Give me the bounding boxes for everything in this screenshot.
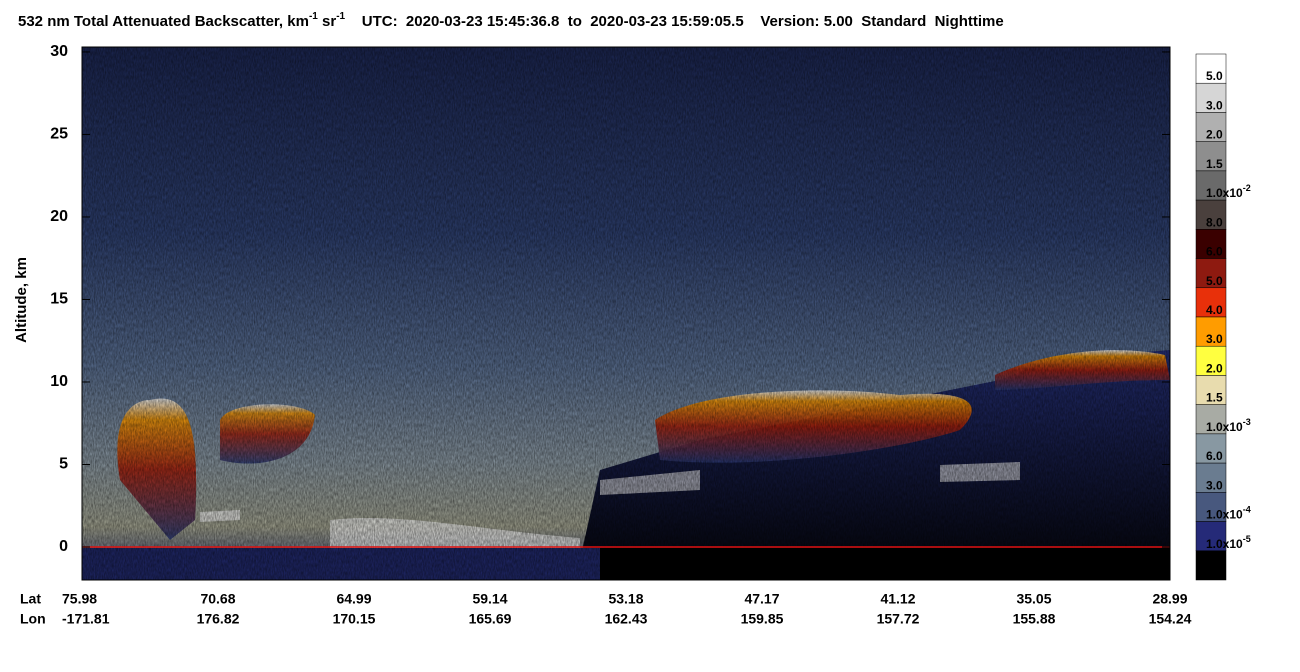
x-tick-label: 176.82 [197, 611, 240, 627]
colorbar-swatch [1195, 199, 1227, 230]
x-tick-label: 28.99 [1152, 591, 1187, 607]
colorbar-swatch [1195, 170, 1227, 201]
x-row-name: Lon [20, 611, 46, 627]
colorbar-swatch [1195, 82, 1227, 113]
colorbar-label-text: 4.0 [1206, 303, 1223, 317]
colorbar-label-exp: -4 [1243, 505, 1251, 515]
colorbar-label-text: 3.0 [1206, 479, 1223, 493]
title: 532 nm Total Attenuated Backscatter, km-… [18, 11, 1004, 30]
x-tick-label: 162.43 [605, 611, 648, 627]
curtain-image [82, 47, 1170, 580]
x-tick-label: -171.81 [62, 611, 110, 627]
x-tick-label: 159.85 [741, 611, 784, 627]
colorbar-swatch [1195, 258, 1227, 289]
colorbar-label-text: 5.0 [1206, 274, 1223, 288]
x-tick-label: 154.24 [1149, 611, 1192, 627]
x-tick-label: 70.68 [200, 591, 235, 607]
colorbar-label-text: 2.0 [1206, 362, 1223, 376]
colorbar-label: 6.0 [1206, 245, 1223, 259]
colorbar-label-exp: -5 [1243, 534, 1251, 544]
x-tick-label: 165.69 [469, 611, 512, 627]
y-tick-label: 25 [50, 126, 68, 143]
colorbar-swatch [1195, 316, 1227, 347]
title-text: 532 nm Total Attenuated Backscatter, km-… [18, 11, 1004, 30]
y-tick-label: 30 [50, 43, 68, 60]
colorbar-label-text: 2.0 [1206, 128, 1223, 142]
colorbar-label: 2.0 [1206, 128, 1223, 142]
x-tick-label: 75.98 [62, 591, 97, 607]
colorbar-swatch [1195, 521, 1227, 552]
colorbar-label: 1.5 [1206, 391, 1223, 405]
title-superscript: -1 [309, 11, 318, 22]
x-tick-label: 157.72 [877, 611, 920, 627]
title-part: sr [318, 13, 337, 30]
colorbar-swatch [1195, 141, 1227, 172]
y-axis-label: Altitude, km [13, 257, 30, 343]
colorbar-label: 3.0 [1206, 332, 1223, 346]
colorbar-label: 4.0 [1206, 303, 1223, 317]
x-tick-label: 47.17 [744, 591, 779, 607]
colorbar-swatch [1195, 375, 1227, 405]
colorbar-label: 1.0x10-4 [1206, 505, 1251, 522]
colorbar-swatch [1195, 433, 1227, 464]
x-tick-label: 64.99 [336, 591, 371, 607]
colorbar-swatch [1195, 404, 1227, 435]
colorbar-label-text: 6.0 [1206, 449, 1223, 463]
colorbar-label-text: 6.0 [1206, 245, 1223, 259]
colorbar-label-exp: -3 [1243, 417, 1251, 427]
x-tick-label: 155.88 [1013, 611, 1056, 627]
colorbar-label: 1.0x10-3 [1206, 417, 1251, 434]
colorbar-swatch [1195, 462, 1227, 493]
colorbar-label: 3.0 [1206, 479, 1223, 493]
colorbar-label: 5.0 [1206, 69, 1223, 83]
y-tick-label: 5 [59, 456, 68, 473]
colorbar-label-text: 1.0x10 [1206, 420, 1243, 434]
colorbar-label-text: 1.5 [1206, 391, 1223, 405]
colorbar-label-text: 1.5 [1206, 157, 1223, 171]
colorbar-label-exp: -2 [1243, 183, 1251, 193]
x-tick-label: 53.18 [608, 591, 643, 607]
colorbar-label: 6.0 [1206, 449, 1223, 463]
colorbar-label-text: 3.0 [1206, 99, 1223, 113]
colorbar-label: 1.0x10-5 [1206, 534, 1251, 551]
title-superscript: -1 [336, 11, 345, 22]
y-tick-label: 20 [50, 208, 68, 225]
x-tick-label: 35.05 [1016, 591, 1051, 607]
colorbar-label-text: 1.0x10 [1206, 508, 1243, 522]
y-tick-label: 15 [50, 291, 68, 308]
title-part: 532 nm Total Attenuated Backscatter, km [18, 13, 309, 30]
x-tick-label: 41.12 [880, 591, 915, 607]
colorbar-label: 1.5 [1206, 157, 1223, 171]
y-tick-label: 0 [59, 538, 68, 555]
colorbar-label: 5.0 [1206, 274, 1223, 288]
colorbar-label: 1.0x10-2 [1206, 183, 1251, 200]
y-tick-label: 10 [50, 373, 68, 390]
colorbar-label-text: 1.0x10 [1206, 186, 1243, 200]
x-row-name: Lat [20, 591, 41, 607]
colorbar-label: 2.0 [1206, 362, 1223, 376]
colorbar-label-text: 5.0 [1206, 69, 1223, 83]
colorbar-swatch [1195, 492, 1227, 522]
colorbar-swatch [1195, 345, 1227, 376]
colorbar-label: 3.0 [1206, 99, 1223, 113]
colorbar-label-text: 3.0 [1206, 332, 1223, 346]
colorbar-label: 8.0 [1206, 216, 1223, 230]
colorbar-label-text: 1.0x10 [1206, 537, 1243, 551]
colorbar-swatch [1195, 550, 1227, 581]
x-tick-label: 170.15 [333, 611, 376, 627]
x-tick-label: 59.14 [472, 591, 507, 607]
colorbar-label-text: 8.0 [1206, 216, 1223, 230]
title-part: UTC: 2020-03-23 15:45:36.8 to 2020-03-23… [345, 13, 1004, 30]
